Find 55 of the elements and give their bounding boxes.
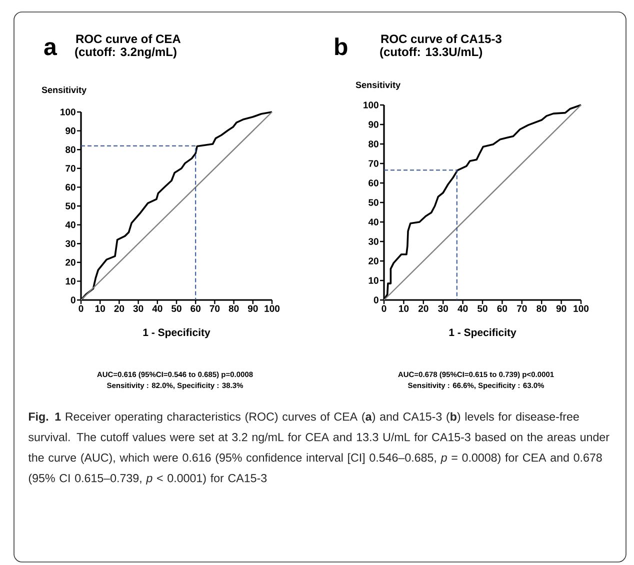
x-tick-label: 80 xyxy=(536,305,546,312)
x-tick-label: 80 xyxy=(228,305,239,312)
y-tick-label: 30 xyxy=(368,238,378,245)
y-tick-label: 20 xyxy=(66,259,76,266)
y-tick-label: 80 xyxy=(66,146,76,153)
x-tick-label: 100 xyxy=(574,305,589,312)
x-tick-label: 90 xyxy=(556,305,566,312)
chart-subtitle: (cutoff: 13.3U/mL) xyxy=(380,47,482,58)
x-tick-label: 30 xyxy=(438,305,448,312)
x-tick-label: 50 xyxy=(478,305,488,312)
text: a xyxy=(44,42,58,56)
y-tick-label: 70 xyxy=(66,165,76,172)
x-tick-label: 70 xyxy=(517,305,527,312)
text: b xyxy=(335,38,348,56)
y-tick-label: 50 xyxy=(368,199,378,206)
y-tick-label: 100 xyxy=(60,108,76,116)
y-tick-label: 70 xyxy=(368,160,378,167)
y-tick-label: 90 xyxy=(368,121,378,128)
x-tick-label: 0 xyxy=(382,305,386,312)
y-tick-label: 60 xyxy=(66,184,76,191)
chart-title: ROC curve of CEA xyxy=(76,34,181,44)
x-tick-label: 60 xyxy=(497,305,508,312)
y-axis-title: Sensitivity xyxy=(42,86,87,95)
text: Fig. 1 Receiver operating characteristics (ROC) curves of CEA (a) and CA15-3 (b) levels for disease-free survival. The cutoff values were set at 3.2 ng/mL for CEA and 13.3 U/mL for CA15-3 based on the areas under the curve (AUC), which were 0.616 (95% confidence interval [CI] 0.546–0.685, p = 0.0008) for CEA and 0.678 (95% CI 0.615–0.739, p < 0.0001) for CA15-3 xyxy=(28,412,610,485)
y-axis-title: Sensitivity xyxy=(356,81,401,90)
x-tick-label: 40 xyxy=(458,305,468,312)
y-tick-label: 80 xyxy=(368,140,378,148)
x-tick-label: 10 xyxy=(399,305,409,312)
y-tick-label: 20 xyxy=(368,258,378,264)
chart-subtitle: (cutoff: 3.2ng/mL) xyxy=(75,47,176,59)
y-tick-label: 100 xyxy=(364,102,378,108)
y-tick-label: 50 xyxy=(66,202,76,210)
x-tick-label: 10 xyxy=(95,305,105,312)
y-tick-label: 90 xyxy=(66,127,76,134)
y-tick-label: 10 xyxy=(66,278,76,285)
y-tick-label: 0 xyxy=(70,296,76,304)
y-tick-label: 60 xyxy=(368,180,378,186)
x-tick-label: 50 xyxy=(172,305,182,312)
x-tick-label: 20 xyxy=(114,305,124,312)
y-tick-label: 10 xyxy=(368,277,378,284)
x-axis-title: 1 - Specificity xyxy=(449,328,516,338)
x-tick-label: 90 xyxy=(248,305,258,312)
y-tick-label: 40 xyxy=(65,221,76,228)
x-tick-label: 20 xyxy=(418,305,428,312)
x-tick-label: 0 xyxy=(78,305,84,312)
x-tick-label: 100 xyxy=(264,305,280,312)
chart-title: ROC curve of CA15-3 xyxy=(381,34,502,44)
x-tick-label: 60 xyxy=(190,305,200,312)
y-tick-label: 30 xyxy=(65,240,76,247)
y-tick-label: 0 xyxy=(374,296,378,304)
x-tick-label: 40 xyxy=(152,305,162,312)
y-tick-label: 40 xyxy=(368,218,378,226)
x-tick-label: 70 xyxy=(210,305,220,312)
x-axis-title: 1 - Specificity xyxy=(143,328,210,338)
x-tick-label: 30 xyxy=(133,305,144,312)
